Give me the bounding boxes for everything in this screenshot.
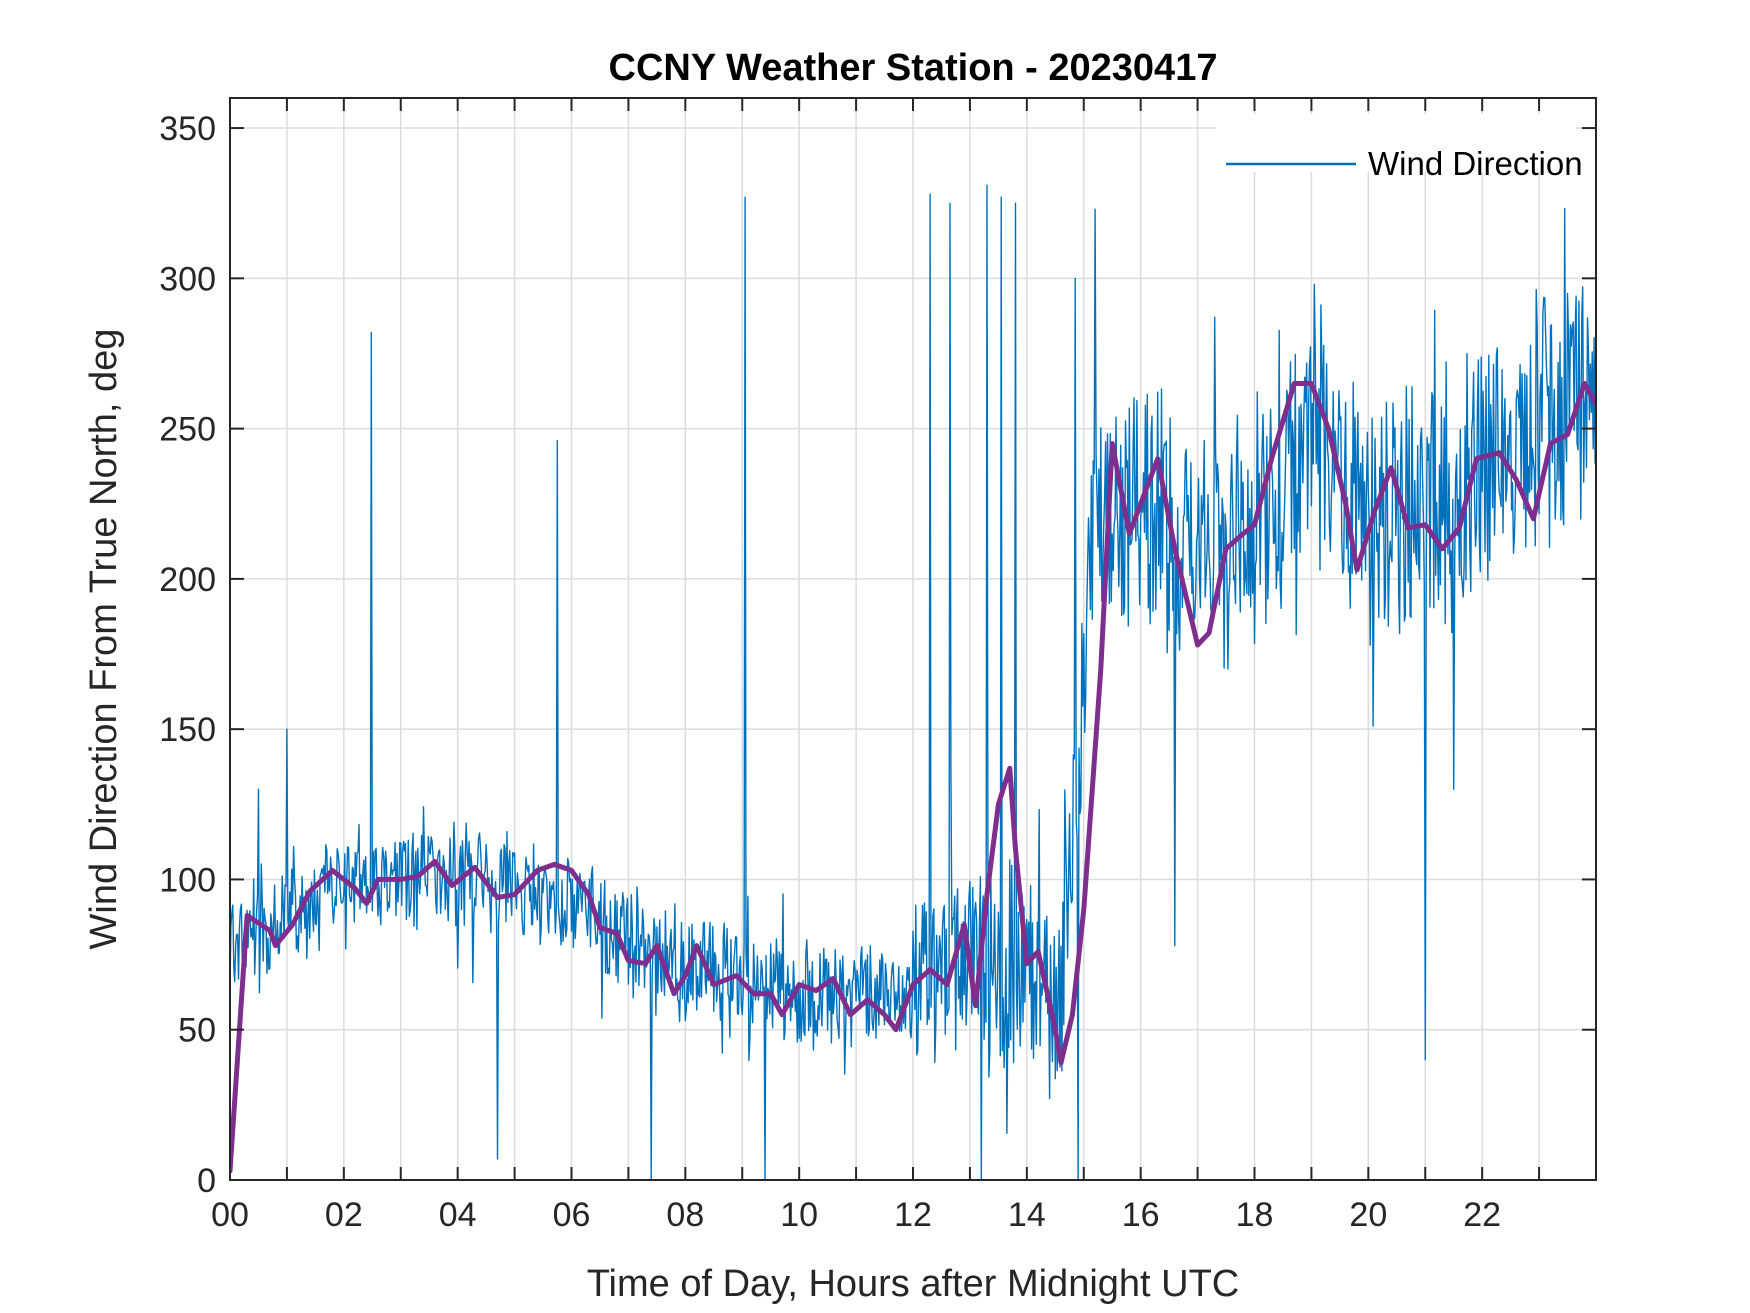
- y-tick-label: 0: [197, 1162, 216, 1200]
- series-wind-direction: [230, 184, 1596, 1180]
- legend-label-wind-direction: Wind Direction: [1368, 145, 1583, 182]
- y-tick-label: 150: [159, 711, 216, 749]
- y-tick-label: 50: [178, 1012, 216, 1050]
- x-tick-label: 20: [1349, 1196, 1387, 1234]
- series-line-smoothed: [230, 381, 1596, 1174]
- x-tick-label: 14: [1008, 1196, 1046, 1234]
- x-axis-label: Time of Day, Hours after Midnight UTC: [587, 1263, 1240, 1305]
- chart-title: CCNY Weather Station - 20230417: [609, 47, 1218, 89]
- x-tick-label: 06: [553, 1196, 591, 1234]
- ticks: 00 02 04 06 08 10 12 14 16 18 20 22 0 50 100 150 200 250 3…: [159, 98, 1596, 1234]
- series-line-wind-direction: [230, 184, 1596, 1180]
- x-tick-label: 16: [1122, 1196, 1160, 1234]
- y-axis-label: Wind Direction From True North, deg: [83, 329, 125, 950]
- y-tick-label: 300: [159, 260, 216, 298]
- x-tick-label: 00: [211, 1196, 249, 1234]
- x-tick-label: 12: [894, 1196, 932, 1234]
- legend-box: [1216, 114, 1576, 172]
- y-tick-label: 250: [159, 411, 216, 449]
- y-tick-label: 350: [159, 110, 216, 148]
- x-tick-label: 10: [780, 1196, 818, 1234]
- series-smoothed: [230, 381, 1596, 1174]
- y-tick-label: 100: [159, 861, 216, 899]
- x-tick-label: 08: [666, 1196, 704, 1234]
- series-layer: [230, 184, 1596, 1180]
- x-tick-label: 02: [325, 1196, 363, 1234]
- y-tick-label: 200: [159, 561, 216, 599]
- legend: Wind Direction: [1216, 114, 1583, 182]
- x-tick-label: 22: [1463, 1196, 1501, 1234]
- x-tick-label: 04: [439, 1196, 477, 1234]
- x-tick-label: 18: [1236, 1196, 1274, 1234]
